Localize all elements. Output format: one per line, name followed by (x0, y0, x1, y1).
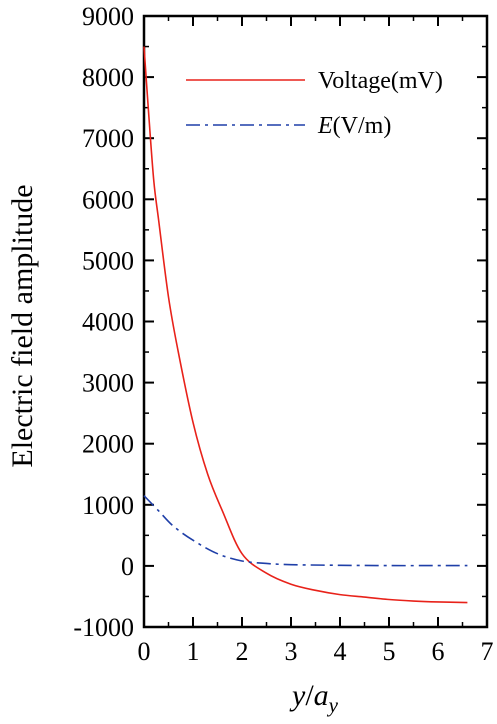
y-tick-label: 1000 (82, 491, 134, 520)
x-tick-label: 1 (187, 637, 200, 666)
legend-label-e-field-symbol: E (317, 113, 333, 139)
x-axis-title: y/ay (289, 679, 339, 717)
x-axis-title-sep: / (305, 679, 314, 712)
legend-label-e-field-unit: (V/m) (333, 113, 392, 139)
y-tick-label: 2000 (82, 430, 134, 459)
x-tick-label: 6 (432, 637, 445, 666)
legend-label-e-field: E(V/m) (317, 113, 391, 139)
y-tick-label: 4000 (82, 308, 134, 337)
plot-frame (142, 14, 489, 629)
y-tick-label: 3000 (82, 369, 134, 398)
x-axis-title-base: a (314, 679, 329, 712)
x-tick-label: 5 (383, 637, 396, 666)
plot-area (142, 14, 489, 629)
y-axis-title: Electric field amplitude (6, 184, 39, 467)
x-axis-title-var: y (289, 679, 306, 712)
x-axis-title-sub: y (327, 693, 339, 717)
y-tick-label: 8000 (82, 63, 134, 92)
y-tick-label: 0 (121, 552, 134, 581)
x-tick-label: 4 (334, 637, 347, 666)
series-line-voltage (143, 46, 468, 604)
x-tick-label: 0 (138, 637, 151, 666)
y-tick-label: 9000 (82, 2, 134, 31)
y-tick-label: 6000 (82, 185, 134, 214)
y-tick-label: -1000 (73, 613, 134, 642)
y-tick-label: 7000 (82, 124, 134, 153)
ticks (143, 15, 488, 628)
legend: Voltage(mV) E(V/m) (186, 68, 443, 139)
x-tick-label: 2 (236, 637, 249, 666)
x-tick-label: 3 (285, 637, 298, 666)
series-line-e-field (143, 495, 468, 567)
x-tick-label: 7 (481, 637, 494, 666)
tick-labels: 0 1 2 3 4 5 6 7-1000010002000300040005000600070… (73, 2, 493, 666)
y-tick-label: 5000 (82, 246, 134, 275)
legend-label-voltage: Voltage(mV) (318, 68, 443, 94)
series-layer (143, 46, 468, 604)
